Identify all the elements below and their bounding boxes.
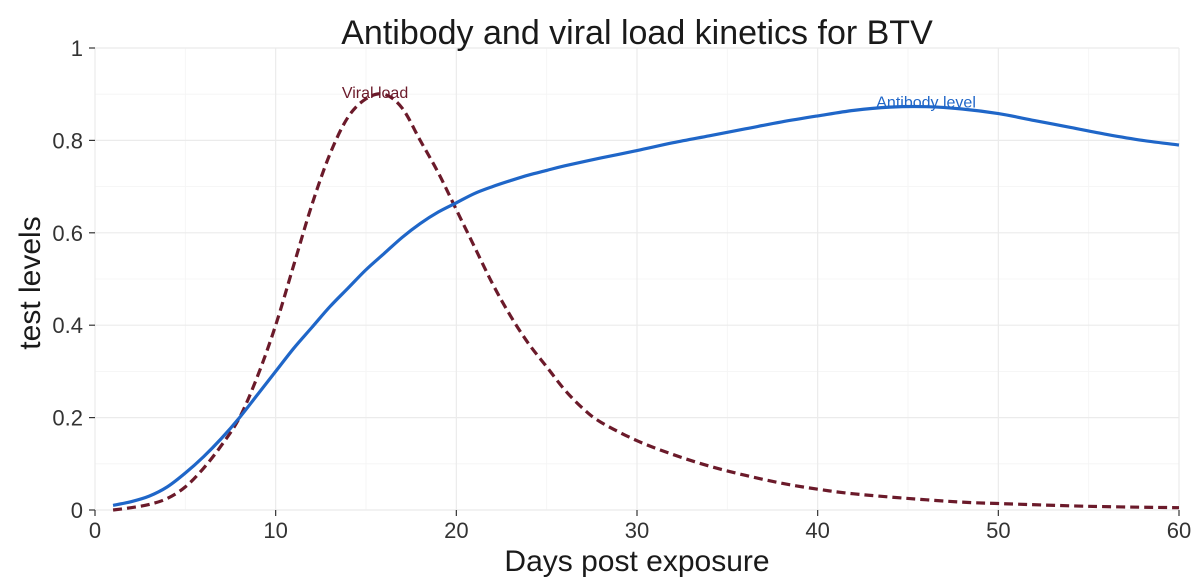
x-tick-label: 50 xyxy=(986,518,1010,543)
y-tick-label: 0.4 xyxy=(52,313,83,338)
axes: 0 10 20 30 40 50 60 0 0.2 0.4 0.6 0.8 1 xyxy=(52,36,1191,543)
grid xyxy=(94,47,1180,511)
y-tick-label: 0 xyxy=(71,498,83,523)
x-tick-label: 10 xyxy=(263,518,287,543)
x-tick-label: 0 xyxy=(89,518,101,543)
y-tick-label: 0.6 xyxy=(52,221,83,246)
y-axis-label: test levels xyxy=(14,216,47,349)
chart-title: Antibody and viral load kinetics for BTV xyxy=(341,14,933,52)
x-tick-label: 20 xyxy=(444,518,468,543)
y-tick-label: 0.8 xyxy=(52,128,83,153)
series-line-0 xyxy=(112,92,1180,512)
series-annotation-0: Viral load xyxy=(342,85,408,102)
x-tick-label: 40 xyxy=(805,518,829,543)
x-axis-label: Days post exposure xyxy=(504,545,769,578)
y-tick-label: 0.2 xyxy=(52,406,83,431)
series-annotation-1: Antibody level xyxy=(876,94,976,111)
y-tick-label: 1 xyxy=(71,36,83,61)
series-line-1 xyxy=(112,104,1180,507)
x-tick-label: 60 xyxy=(1167,518,1191,543)
series-lines xyxy=(112,92,1180,512)
x-tick-label: 30 xyxy=(625,518,649,543)
annotations: Viral load Antibody level xyxy=(342,85,976,111)
